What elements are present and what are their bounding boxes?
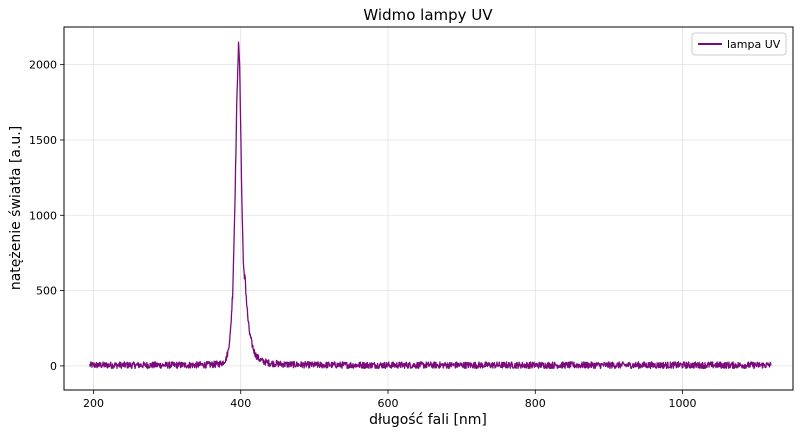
legend: lampa UV: [691, 32, 787, 56]
y-tick-label: 1000: [29, 209, 57, 222]
x-tick-label: 800: [525, 397, 546, 410]
y-tick-label: 1500: [29, 134, 57, 147]
y-tick-label: 500: [36, 285, 57, 298]
x-tick-label: 200: [83, 397, 104, 410]
y-tick-label: 2000: [29, 59, 57, 72]
x-tick-label: 600: [378, 397, 399, 410]
series-layer: [89, 41, 772, 370]
y-tick-label: 0: [50, 360, 57, 373]
legend-box: [691, 32, 787, 56]
legend-label: lampa UV: [727, 38, 781, 51]
y-axis-title: natężenie światła [a.u.]: [8, 126, 24, 290]
axis-ticks: 200 400 600 800 1000 0 500 1000 1500 2000: [29, 59, 697, 410]
x-tick-label: 1000: [669, 397, 697, 410]
x-axis-title: długość fali [nm]: [369, 412, 487, 428]
chart-title: Widmo lampy UV: [363, 6, 493, 24]
x-tick-label: 400: [230, 397, 251, 410]
series-line-lampa-uv: [89, 41, 772, 370]
plot-area: [63, 26, 794, 391]
